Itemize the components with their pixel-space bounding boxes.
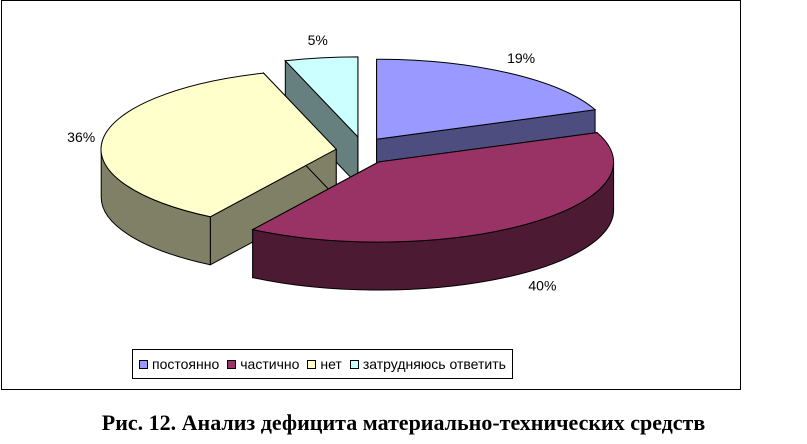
data-label: 40% <box>528 278 556 294</box>
legend-swatch <box>227 359 237 369</box>
slice-top <box>376 58 597 140</box>
pie-chart: 19% 40% 36% 5% <box>67 32 615 294</box>
legend-label: затрудняюсь ответить <box>362 356 506 372</box>
legend-swatch <box>349 359 359 369</box>
pie-slice-3 <box>284 56 359 187</box>
figure-caption: Рис. 12. Анализ дефицита материально-тех… <box>101 410 706 435</box>
legend-swatch <box>139 359 148 369</box>
data-label: 19% <box>507 50 535 66</box>
legend: постоянно частично нет затрудняюсь ответ… <box>132 349 513 379</box>
legend-item-postoyanno: постоянно <box>139 356 219 372</box>
legend-label: нет <box>320 356 342 372</box>
pie-slice-2 <box>100 71 338 266</box>
slice-top <box>284 56 359 139</box>
slice-top <box>100 72 338 218</box>
legend-item-zatrudnyayus: затрудняюсь ответить <box>349 356 506 372</box>
pie-slice-1 <box>251 132 615 291</box>
legend-label: постоянно <box>152 356 220 372</box>
chart-area: 19% 40% 36% 5% постоянно частично нет затру… <box>1 0 741 390</box>
legend-item-net: нет <box>307 356 342 372</box>
data-label: 36% <box>67 129 95 145</box>
slice-top <box>251 132 615 243</box>
legend-item-chastichno: частично <box>227 356 299 372</box>
data-label: 5% <box>308 32 328 48</box>
legend-swatch <box>307 359 317 369</box>
legend-label: частично <box>240 356 300 372</box>
